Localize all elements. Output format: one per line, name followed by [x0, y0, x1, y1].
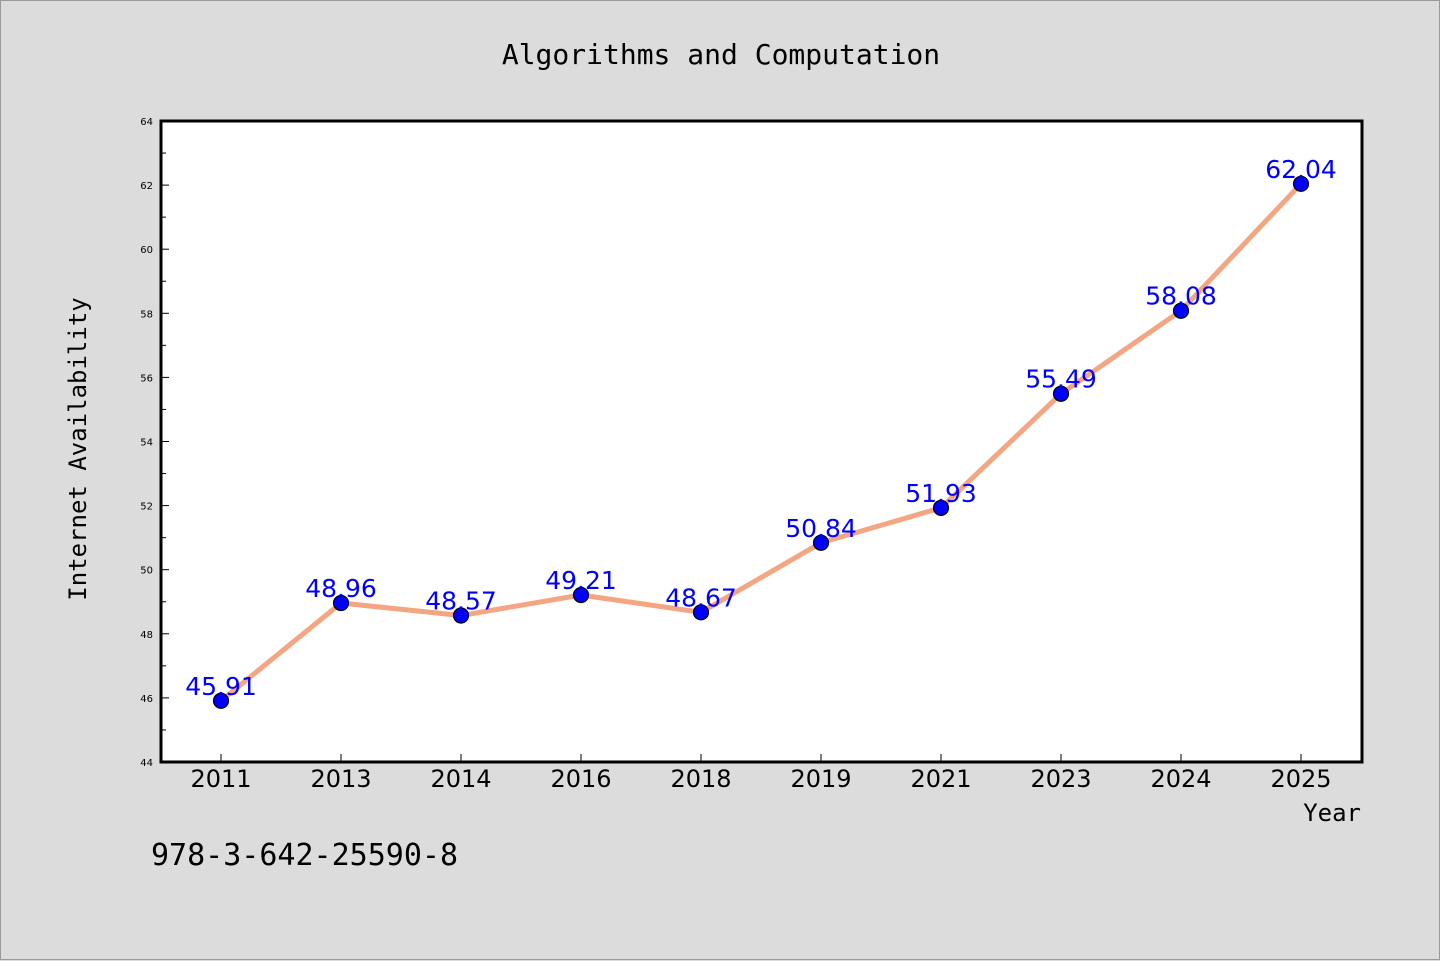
- y-tick-label: 52: [140, 502, 153, 513]
- x-axis: 2011 2013 2014 2016 2018 2019 2021 2023 2024 2025: [190, 754, 1332, 793]
- data-point: [1292, 175, 1310, 192]
- data-point: [692, 604, 710, 621]
- data-label: 50.84: [785, 514, 857, 543]
- data-point: [452, 607, 470, 624]
- y-tick-label: 44: [140, 758, 153, 769]
- y-tick-label: 56: [140, 373, 153, 384]
- series-layer: [212, 175, 1310, 709]
- x-tick-label: 2021: [910, 765, 971, 793]
- y-axis-title: Internet Availability: [64, 297, 92, 600]
- plot-area: [159, 119, 1364, 764]
- data-point: [332, 594, 350, 612]
- y-tick-label: 50: [140, 566, 153, 577]
- data-point: [932, 499, 950, 516]
- x-tick-label: 2018: [670, 765, 731, 793]
- isbn-text: 978-3-642-25590-8: [151, 838, 458, 873]
- y-tick-label: 62: [140, 181, 153, 192]
- x-tick-label: 2016: [550, 765, 611, 793]
- data-label: 48.96: [305, 574, 377, 603]
- data-point: [212, 692, 230, 709]
- x-tick-label: 2023: [1030, 765, 1091, 793]
- y-tick-label: 48: [140, 630, 153, 641]
- x-tick-label: 2024: [1150, 765, 1211, 793]
- data-label: 48.67: [665, 583, 737, 612]
- y-tick-label: 60: [140, 245, 153, 256]
- y-tick-label: 58: [140, 309, 153, 320]
- series-line: [218, 181, 1304, 704]
- data-label: 58.08: [1145, 282, 1217, 311]
- y-tick-label: 64: [140, 117, 153, 128]
- x-tick-label: 2025: [1270, 765, 1331, 793]
- x-axis-title: Year: [1303, 799, 1361, 827]
- x-tick-label: 2013: [310, 765, 371, 793]
- y-tick-label: 46: [140, 694, 153, 705]
- y-tick-label: 54: [140, 438, 153, 449]
- y-axis: 44 46 48 50 52 54 56 58 60 62 64: [140, 117, 169, 769]
- data-label: 51.93: [905, 479, 977, 508]
- data-label-layer: 45.91 48.96 48.57 49.21 48.67 50.84 51.93 55.49…: [185, 155, 1337, 701]
- chart-title: Algorithms and Computation: [502, 38, 940, 71]
- data-label: 55.49: [1025, 365, 1097, 394]
- data-label: 45.91: [185, 672, 257, 701]
- data-label: 62.04: [1265, 155, 1337, 184]
- x-tick-label: 2011: [190, 765, 251, 793]
- x-tick-label: 2019: [790, 765, 851, 793]
- data-point: [812, 534, 830, 551]
- data-label: 49.21: [545, 566, 617, 595]
- data-label: 48.57: [425, 587, 497, 616]
- x-tick-label: 2014: [430, 765, 491, 793]
- data-point: [1052, 385, 1070, 402]
- data-point: [572, 586, 590, 604]
- data-point: [1172, 302, 1190, 319]
